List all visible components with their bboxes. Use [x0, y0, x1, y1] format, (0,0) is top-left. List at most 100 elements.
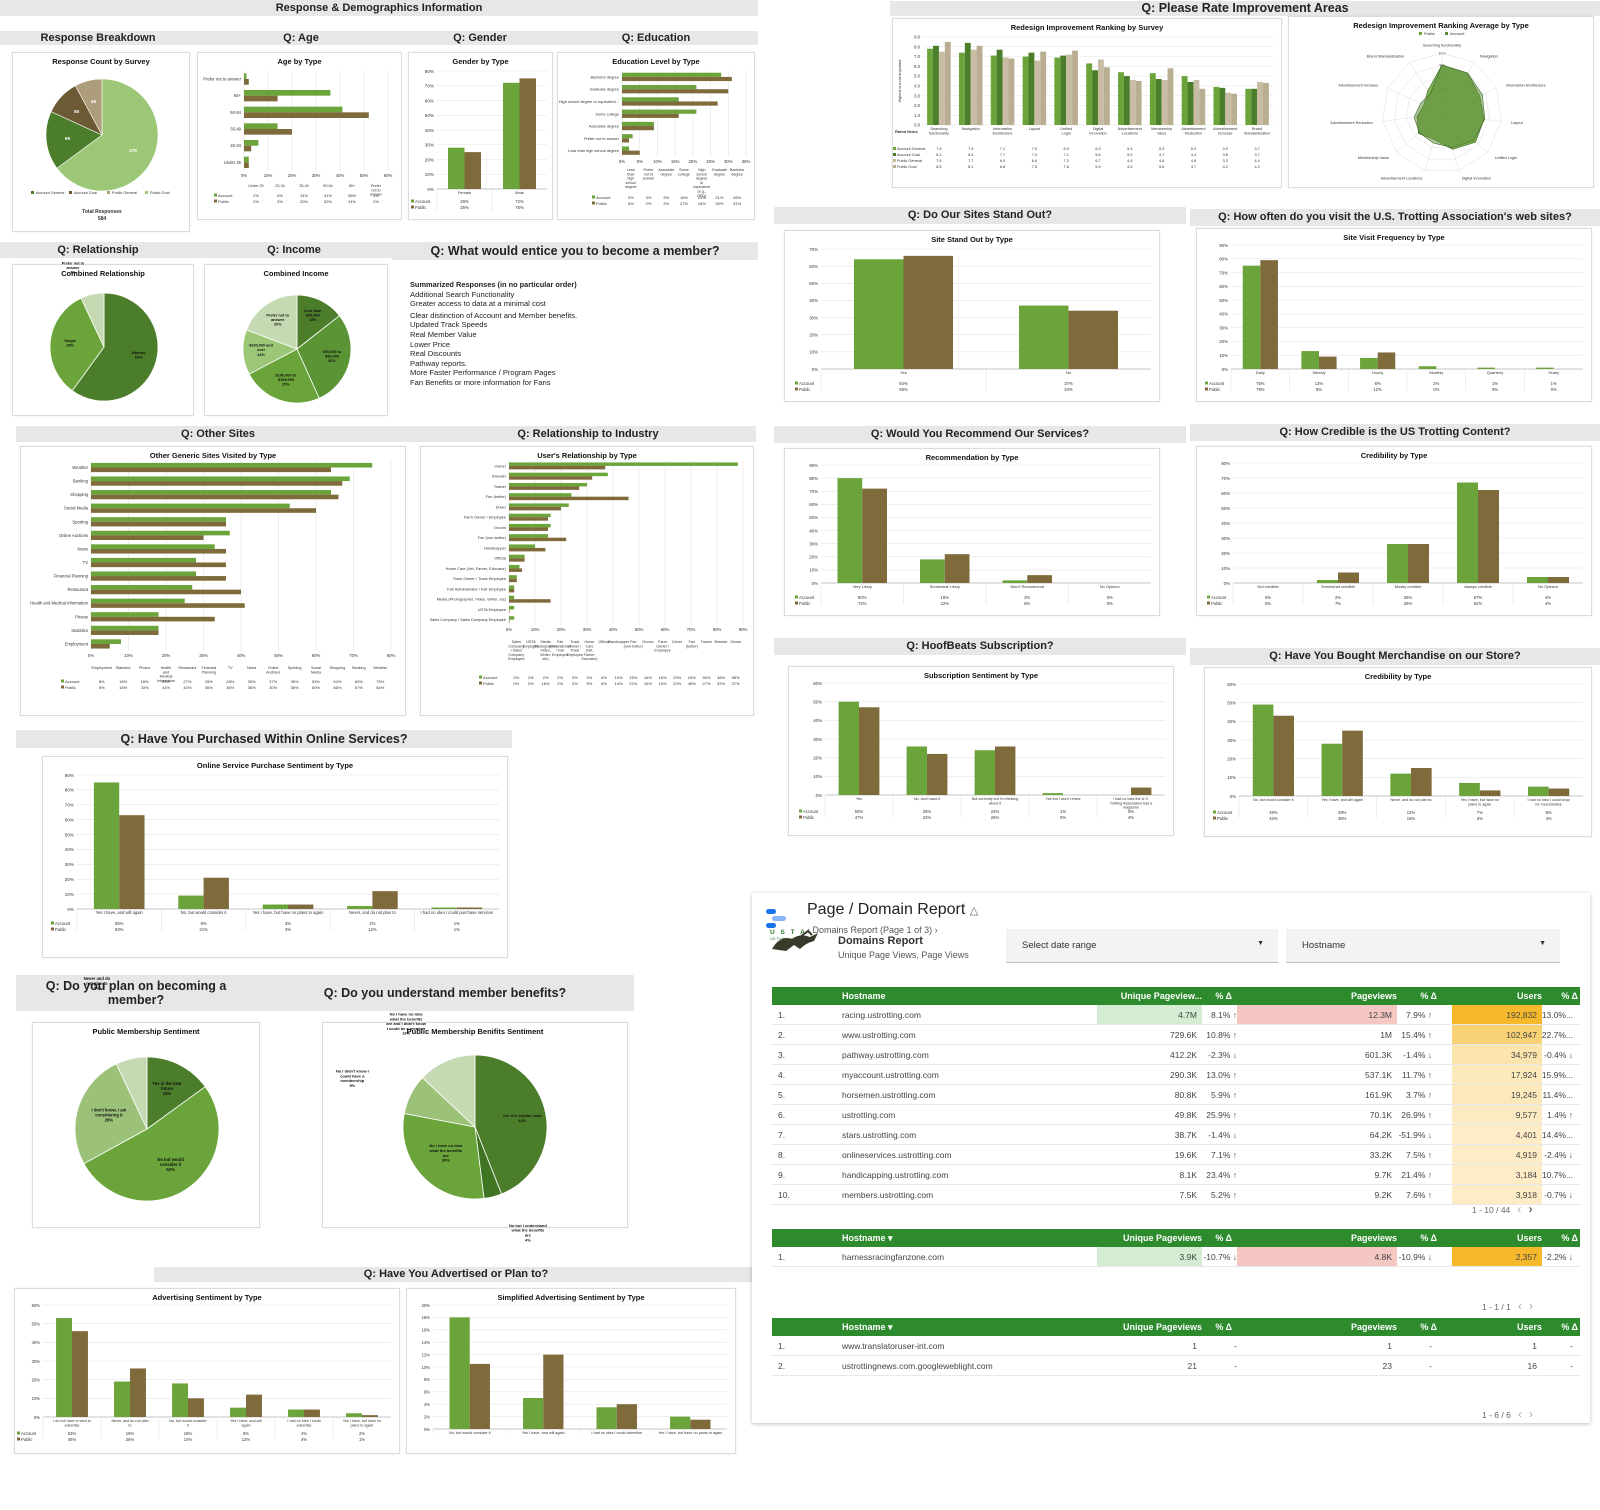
category-label: plans to again: [1468, 802, 1491, 806]
column-header[interactable]: Pageviews: [1350, 1233, 1397, 1243]
pie-label: I don't know, I am: [92, 1108, 127, 1113]
response-panel: Response Count by Survey 379 99 60 46 Accoun…: [12, 52, 190, 232]
table-series-label: Public: [415, 205, 426, 210]
column-header[interactable]: Unique Pageview...: [1120, 991, 1202, 1001]
table-cell: 1%: [1060, 809, 1066, 814]
column-header[interactable]: % Δ: [1561, 1233, 1578, 1243]
column-header[interactable]: % Δ: [1215, 991, 1232, 1001]
next-page-icon[interactable]: ›: [1529, 1407, 1534, 1421]
breadcrumb[interactable]: ‹ Domains Report (Page 1 of 3) ›: [807, 925, 938, 935]
prev-page-icon[interactable]: ‹: [1517, 1299, 1522, 1313]
y-tick-label: 30%: [809, 315, 818, 320]
table-row[interactable]: 4. myaccount.ustrotting.com 290.3K 13.0% ↑ 5…: [772, 1065, 1580, 1085]
table-cell: 18%: [184, 1431, 193, 1436]
column-header[interactable]: % Δ: [1215, 1322, 1232, 1332]
table-row[interactable]: 5. horsemen.ustrotting.com 80.8K 5.9% ↑ 161.…: [772, 1085, 1580, 1105]
bar-account: [1042, 793, 1063, 795]
column-header[interactable]: Pageviews: [1350, 1322, 1397, 1332]
column-header[interactable]: Users: [1516, 1233, 1542, 1243]
column-header[interactable]: Hostname ▾: [842, 1321, 893, 1332]
chevron-left-icon[interactable]: ‹: [807, 925, 810, 935]
table-row[interactable]: 2. www.ustrotting.com 729.6K 10.8% ↑ 1M 15.4%…: [772, 1025, 1580, 1045]
table-row[interactable]: 1. racing.ustrotting.com 4.7M 8.1% ↑ 12.3M 7.…: [772, 1005, 1580, 1025]
bar-account: [1387, 544, 1408, 583]
y-tick-label: 8%: [424, 1377, 430, 1382]
table-cell: 6.3: [1095, 147, 1100, 151]
prev-page-icon[interactable]: ‹: [1517, 1407, 1522, 1421]
column-header[interactable]: % Δ: [1215, 1233, 1232, 1243]
bar-public: [622, 89, 729, 94]
table-cell: 1%: [373, 193, 379, 198]
table-row[interactable]: 10. members.ustrotting.com 7.5K 5.2% ↑ 9.2K 7…: [772, 1185, 1580, 1205]
legend-swatch: [893, 159, 896, 162]
table-cell: 0%: [1107, 595, 1113, 600]
table-row[interactable]: 9. handicapping.ustrotting.com 8.1K 23.4% ↑…: [772, 1165, 1580, 1185]
table-series-label: Public: [1217, 816, 1228, 821]
table-cell: 3%: [646, 195, 652, 200]
column-header[interactable]: % Δ: [1420, 1322, 1437, 1332]
table-cell: 27%: [702, 681, 710, 686]
bar-account: [509, 462, 738, 466]
table-cell: 4.4: [1254, 159, 1259, 163]
table-series-label: Account: [1209, 381, 1225, 386]
y-tick-label: 18%: [422, 1315, 431, 1320]
bar-account-goal: [1219, 87, 1226, 125]
x-tick-label: 0%: [88, 653, 94, 658]
category-label: Fan (non-bettor): [478, 535, 507, 540]
pie-slice: [421, 1054, 476, 1128]
table-row[interactable]: 2. ustrottingnews.com.googleweblight.com 2…: [772, 1356, 1580, 1376]
table-cell: 4.6: [1159, 159, 1164, 163]
table-series-label: Account: [596, 195, 611, 200]
redesign-panel: Redesign Improvement Ranking by Survey 0…: [892, 18, 1282, 188]
table-row[interactable]: 8. onlineservices.ustrotting.com 19.6K 7.1%…: [772, 1145, 1580, 1165]
recommend-bar-chart: 0% 10% 20% 30% 40% 50% 60% 70% 80% 90% Very Likely…: [795, 463, 1151, 606]
column-header[interactable]: Hostname: [842, 991, 886, 1001]
table-header: and: [163, 670, 169, 674]
table-cell: 6%: [1024, 601, 1030, 606]
pie-label: 26%: [105, 1118, 114, 1123]
table-cell: 33%: [248, 679, 256, 684]
column-header[interactable]: % Δ: [1420, 991, 1437, 1001]
hostname-select[interactable]: Hostname ▼: [1286, 929, 1560, 963]
table-cell: 1: [1192, 1340, 1197, 1351]
bar-public: [622, 101, 718, 106]
table-row[interactable]: 7. stars.ustrotting.com 38.7K -1.4% ↓ 64.2K -…: [772, 1125, 1580, 1145]
bar-account: [503, 82, 520, 189]
table-cell: 4%: [1128, 815, 1134, 820]
category-label: Under 25: [224, 160, 242, 165]
table-cell: 20%: [300, 199, 308, 204]
table-row[interactable]: 1. harnessracingfanzone.com 3.9K -10.7% ↓ 4.…: [772, 1247, 1580, 1267]
table-row[interactable]: 1. www.translatoruser-int.com 1 - 1 - 1 -: [772, 1336, 1580, 1356]
table-header: Employee: [552, 653, 568, 657]
pie-label: could have a: [340, 1073, 365, 1078]
column-header[interactable]: % Δ: [1561, 1322, 1578, 1332]
y-tick-label: 60%: [1219, 284, 1228, 289]
next-page-icon[interactable]: ›: [1528, 1202, 1533, 1216]
bar-public: [1478, 490, 1499, 583]
bar-public: [91, 494, 339, 500]
column-header[interactable]: Pageviews: [1350, 991, 1397, 1001]
table-row[interactable]: 3. pathway.ustrotting.com 412.2K -2.3% ↓ 601…: [772, 1045, 1580, 1065]
column-header[interactable]: Unique Pageviews: [1122, 1233, 1202, 1243]
column-header[interactable]: Hostname ▾: [842, 1232, 893, 1243]
column-header[interactable]: % Δ: [1561, 991, 1578, 1001]
radar-series-account: [1413, 64, 1486, 148]
table-cell: 0%: [1060, 815, 1066, 820]
age-band: Q: Age: [196, 31, 406, 45]
date-range-select[interactable]: Select date range ▼: [1006, 929, 1278, 963]
column-header[interactable]: Unique Pageviews: [1122, 1322, 1202, 1332]
column-header[interactable]: % Δ: [1420, 1233, 1437, 1243]
table-row[interactable]: 6. ustrotting.com 49.8K 25.9% ↑ 70.1K 26.9% ↑…: [772, 1105, 1580, 1125]
table-cell: 6.: [778, 1109, 786, 1120]
prev-page-icon[interactable]: ‹: [1517, 1202, 1522, 1216]
chevron-right-icon[interactable]: ›: [934, 925, 938, 935]
gender-band: Q: Gender: [406, 31, 554, 45]
table-series-label: Account: [218, 193, 233, 198]
next-page-icon[interactable]: ›: [1529, 1299, 1534, 1313]
column-header[interactable]: Users: [1516, 1322, 1542, 1332]
column-header[interactable]: Users: [1516, 991, 1542, 1001]
table-header: etc): [542, 657, 548, 661]
table-cell: 6.9: [1064, 147, 1069, 151]
table-header: (e.g.,: [698, 190, 706, 194]
bar-account-goal: [1028, 52, 1035, 126]
